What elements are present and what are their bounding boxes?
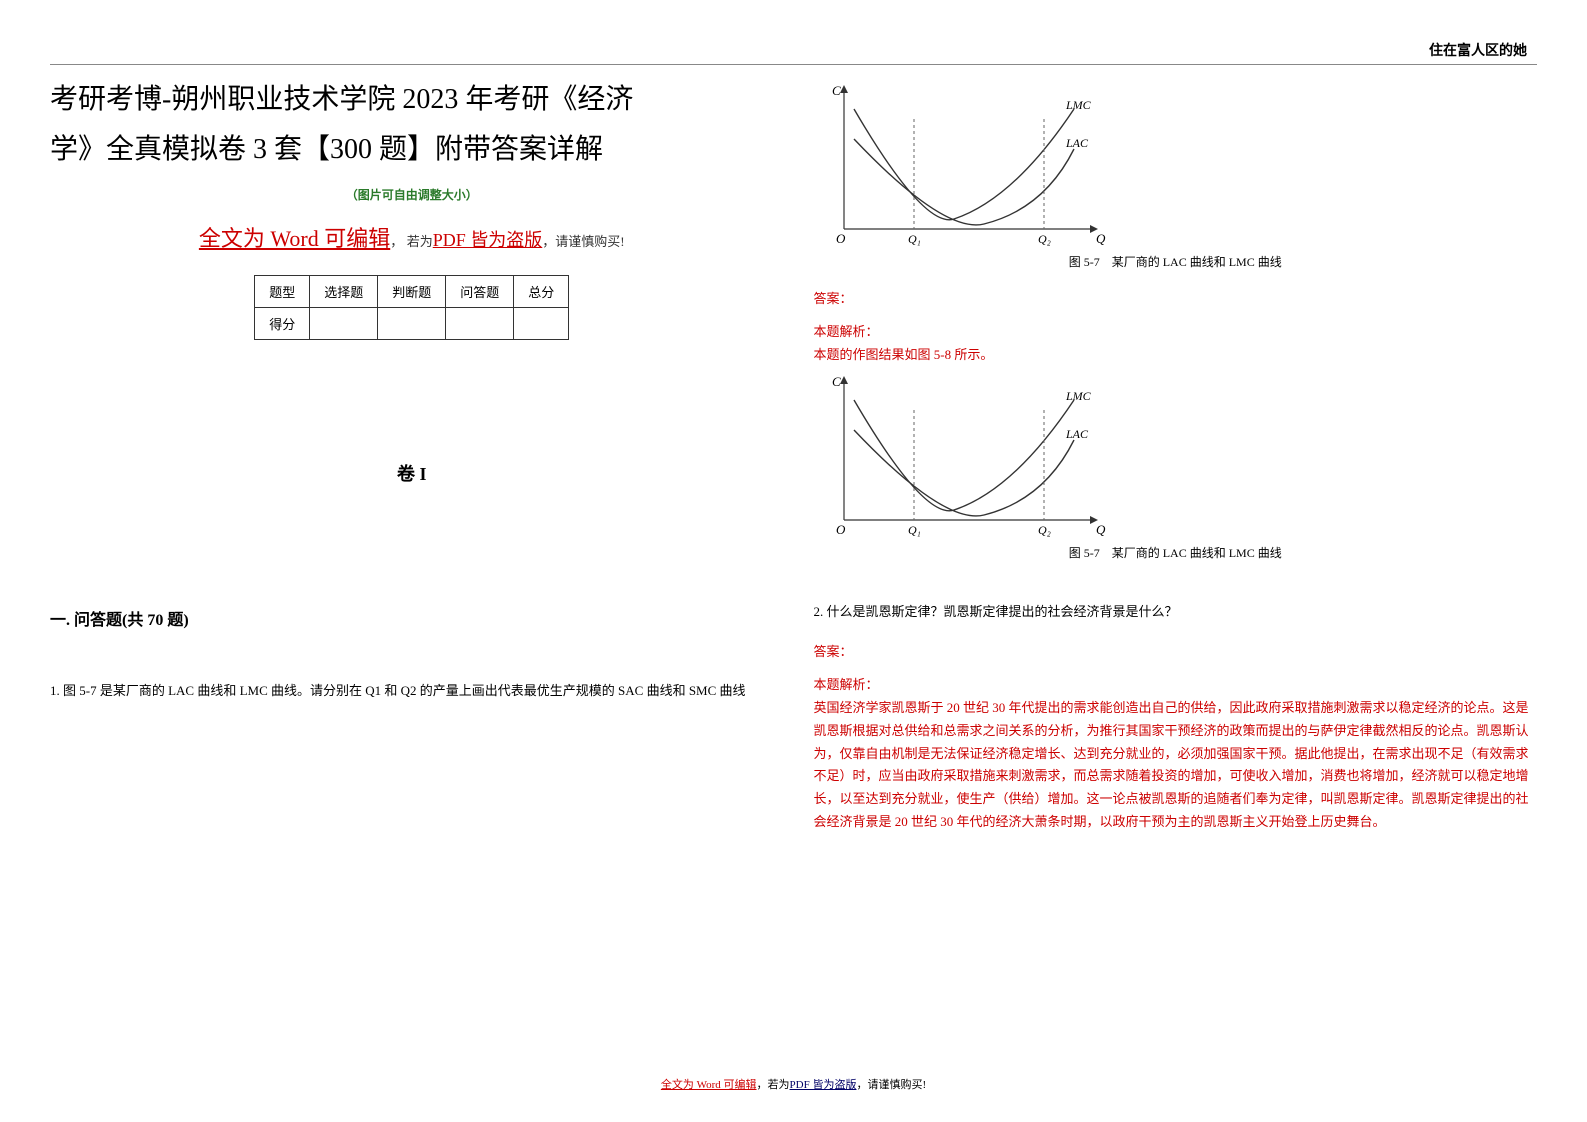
section-heading: 一. 问答题(共 70 题) [50, 606, 774, 630]
two-column-layout: 考研考博-朔州职业技术学院 2023 年考研《经济 学》全真模拟卷 3 套【30… [50, 75, 1537, 834]
chart-caption-a: 图 5-7 某厂商的 LAC 曲线和 LMC 曲线 [814, 253, 1538, 270]
footer-sep1: ，若为 [757, 1079, 790, 1091]
table-row: 题型 选择题 判断题 问答题 总分 [255, 275, 569, 307]
q1-tick: Q₁ [908, 232, 921, 246]
analysis-body-2: 英国经济学家凯恩斯于 20 世纪 30 年代提出的需求能创造出自己的供给，因此政… [814, 697, 1538, 834]
title-line-1: 考研考博-朔州职业技术学院 2023 年考研《经济 [50, 84, 633, 115]
top-rule [50, 64, 1537, 65]
left-column: 考研考博-朔州职业技术学院 2023 年考研《经济 学》全真模拟卷 3 套【30… [50, 75, 774, 834]
edit-ruo: 若为 [407, 234, 433, 249]
lmc-label-2: LMC [1065, 389, 1092, 403]
x-axis-label-2: Q [1096, 522, 1106, 537]
page-footer: 全文为 Word 可编辑，若为PDF 皆为盗版，请谨慎购买! [0, 1076, 1587, 1092]
chart-caption-b: 图 5-7 某厂商的 LAC 曲线和 LMC 曲线 [814, 544, 1538, 561]
x-axis-label: Q [1096, 231, 1106, 246]
question-1: 1. 图 5-7 是某厂商的 LAC 曲线和 LMC 曲线。请分别在 Q1 和 … [50, 680, 774, 702]
lmc-label: LMC [1065, 98, 1092, 112]
th-choice: 选择题 [310, 275, 378, 307]
chart-5-7-a: C O Q Q₁ Q₂ LMC LAC 图 5-7 某厂商的 LAC 曲线和 L… [814, 79, 1538, 270]
footer-tail: ，请谨慎购买! [856, 1079, 926, 1091]
q1-tick-2: Q₁ [908, 523, 921, 537]
cell-empty [446, 307, 514, 339]
lmc-curve-2 [854, 400, 1074, 511]
lac-curve [854, 139, 1074, 225]
score-table: 题型 选择题 判断题 问答题 总分 得分 [254, 275, 569, 340]
lac-label: LAC [1065, 136, 1089, 150]
table-row: 得分 [255, 307, 569, 339]
svg-text:O: O [836, 231, 846, 246]
y-axis-label-2: C [832, 374, 841, 389]
q2-tick: Q₂ [1038, 232, 1051, 246]
y-axis-label: C [832, 83, 841, 98]
footer-pdf: PDF 皆为盗版 [790, 1079, 857, 1091]
header-watermark: 住在富人区的她 [1429, 40, 1527, 60]
th-judge: 判断题 [378, 275, 446, 307]
edit-comma: ， [390, 234, 403, 249]
analysis-text-1: 本题的作图结果如图 5-8 所示。 [814, 344, 1538, 366]
question-2: 2. 什么是凯恩斯定律？凯恩斯定律提出的社会经济背景是什么？ [814, 601, 1538, 623]
lac-curve-2 [854, 430, 1074, 516]
cell-empty [310, 307, 378, 339]
th-total: 总分 [514, 275, 569, 307]
analysis-label-1: 本题解析： [814, 321, 1538, 340]
chart-5-7-b: C O Q Q₁ Q₂ LMC LAC 图 5-7 某厂商的 LAC 曲线和 L… [814, 370, 1538, 561]
answer-label-1: 答案： [814, 288, 1538, 307]
resize-note: （图片可自由调整大小） [50, 186, 774, 203]
svg-text:O: O [836, 522, 846, 537]
doc-title: 考研考博-朔州职业技术学院 2023 年考研《经济 学》全真模拟卷 3 套【30… [50, 75, 774, 176]
edit-pdf-pirate: PDF 皆为盗版 [433, 230, 543, 250]
th-qa: 问答题 [446, 275, 514, 307]
cell-empty [514, 307, 569, 339]
footer-word: 全文为 Word 可编辑 [661, 1079, 757, 1091]
lmc-curve [854, 109, 1074, 220]
edit-tail: ，请谨慎购买! [542, 234, 624, 249]
cost-curves-svg: C O Q Q₁ Q₂ LMC LAC [814, 79, 1114, 249]
edit-word-editable: 全文为 Word 可编辑 [199, 226, 390, 251]
q2-tick-2: Q₂ [1038, 523, 1051, 537]
cell-empty [378, 307, 446, 339]
cost-curves-svg-2: C O Q Q₁ Q₂ LMC LAC [814, 370, 1114, 540]
lac-label-2: LAC [1065, 427, 1089, 441]
row-score-label: 得分 [255, 307, 310, 339]
edit-warning-line: 全文为 Word 可编辑， 若为PDF 皆为盗版，请谨慎购买! [50, 221, 774, 253]
analysis-label-2: 本题解析： [814, 674, 1538, 693]
right-column: C O Q Q₁ Q₂ LMC LAC 图 5-7 某厂商的 LAC 曲线和 L… [814, 75, 1538, 834]
answer-label-2: 答案： [814, 641, 1538, 660]
title-line-2: 学》全真模拟卷 3 套【300 题】附带答案详解 [50, 134, 603, 165]
volume-label: 卷 I [50, 460, 774, 486]
th-type: 题型 [255, 275, 310, 307]
